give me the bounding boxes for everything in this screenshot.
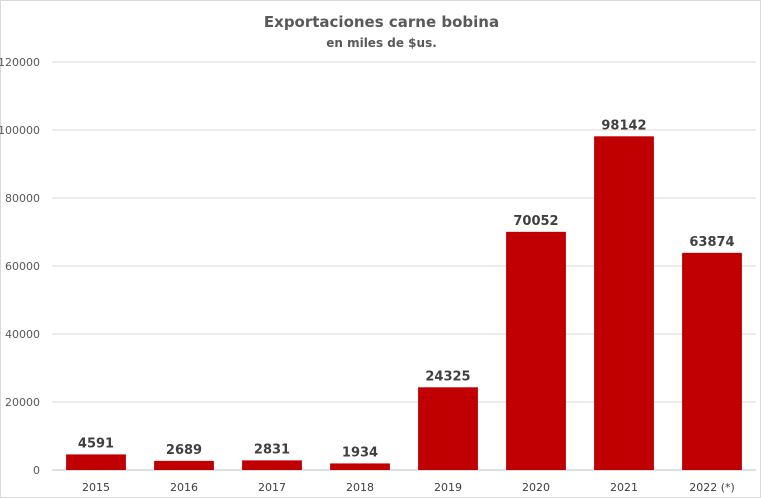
x-tick-label: 2017 <box>258 481 286 494</box>
y-tick-label: 40000 <box>5 328 40 341</box>
data-label: 63874 <box>689 235 734 250</box>
y-axis-ticks: 0 20000 40000 60000 80000 100000 120000 <box>0 56 40 477</box>
y-tick-label: 60000 <box>5 260 40 273</box>
data-label: 98142 <box>601 118 646 133</box>
x-tick-label: 2021 <box>610 481 638 494</box>
y-tick-label: 100000 <box>0 124 40 137</box>
data-label: 2689 <box>166 443 202 458</box>
x-tick-label: 2015 <box>82 481 110 494</box>
bar <box>506 231 566 470</box>
data-label: 1934 <box>342 445 378 460</box>
bar <box>154 460 214 470</box>
x-axis-ticks: 2015 2016 2017 2018 2019 2020 2021 2022 (*) <box>82 481 735 494</box>
x-tick-label: 2016 <box>170 481 198 494</box>
x-tick-label: 2019 <box>434 481 462 494</box>
data-labels: 4591 2689 2831 1934 24325 70052 98142 63874 <box>78 118 735 460</box>
bar <box>418 387 478 470</box>
y-tick-label: 0 <box>33 464 40 477</box>
y-tick-label: 80000 <box>5 192 40 205</box>
data-label: 2831 <box>254 442 290 457</box>
x-tick-label: 2022 (*) <box>689 481 735 494</box>
x-tick-label: 2018 <box>346 481 374 494</box>
chart-title: Exportaciones carne bobina <box>263 13 500 31</box>
data-label: 24325 <box>425 369 470 384</box>
y-tick-label: 20000 <box>5 396 40 409</box>
y-tick-label: 120000 <box>0 56 40 69</box>
data-label: 70052 <box>513 214 558 229</box>
bar <box>66 454 126 470</box>
bar <box>330 463 390 470</box>
bar <box>594 136 654 470</box>
x-tick-label: 2020 <box>522 481 550 494</box>
data-label: 4591 <box>78 436 114 451</box>
bars <box>66 136 742 470</box>
bar <box>682 252 742 470</box>
chart-subtitle: en miles de $us. <box>326 36 437 50</box>
bar <box>242 460 302 470</box>
